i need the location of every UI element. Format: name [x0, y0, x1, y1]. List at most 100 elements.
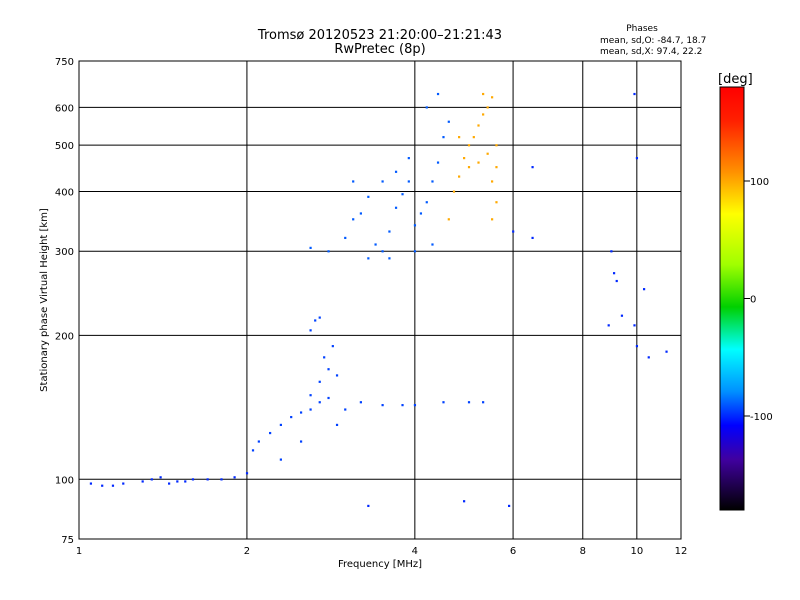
data-point: [220, 478, 223, 481]
data-point: [482, 92, 485, 96]
y-axis-label: Stationary phase Virtual Height [km]: [39, 208, 50, 392]
data-point: [642, 288, 646, 291]
data-point: [394, 206, 398, 209]
data-point: [419, 212, 423, 215]
y-axis-ticks: 75 100 200 300 400 500 600 750: [55, 57, 74, 546]
data-point: [442, 136, 445, 139]
data-point: [436, 92, 440, 96]
data-point: [388, 257, 391, 260]
phases-heading: Phases: [626, 24, 658, 34]
x-axis-label: Frequency [MHz]: [338, 559, 422, 570]
data-point: [490, 180, 494, 183]
data-point: [607, 324, 610, 327]
data-point: [318, 380, 321, 383]
data-point: [381, 250, 384, 253]
data-point: [159, 476, 162, 479]
data-point: [431, 243, 434, 246]
data-point: [299, 411, 303, 414]
data-point: [352, 180, 355, 183]
series-group: [367, 92, 668, 508]
x-tick-label: 2: [244, 546, 250, 557]
data-point: [467, 166, 471, 169]
data-point: [191, 478, 195, 481]
data-point: [327, 396, 330, 400]
data-point: [482, 113, 485, 116]
data-point: [388, 230, 391, 233]
data-point: [463, 500, 466, 503]
data-point: [257, 440, 260, 443]
data-point: [331, 345, 334, 348]
y-tick-label: 750: [55, 57, 74, 68]
phases-x-stats: mean, sd,X: 97.4, 22.2: [600, 47, 702, 57]
y-tick-label: 600: [55, 103, 74, 114]
data-point: [168, 482, 171, 485]
data-point: [635, 157, 639, 160]
series-group: [309, 92, 450, 260]
data-point: [490, 96, 494, 99]
chart-subtitle: RwPretec (8p): [334, 42, 425, 57]
data-point: [111, 484, 115, 487]
data-point: [413, 404, 417, 407]
data-point: [425, 201, 428, 204]
data-point: [633, 324, 636, 327]
data-point: [401, 404, 404, 407]
series-group: [89, 472, 249, 487]
x-tick-label: 6: [510, 546, 516, 557]
data-point: [314, 319, 317, 322]
data-point: [407, 157, 410, 160]
data-point: [318, 316, 321, 319]
x-axis-ticks: 1 2 4 6 8 10 12: [76, 546, 688, 557]
data-point: [407, 180, 410, 183]
data-point: [458, 136, 461, 139]
data-point: [150, 478, 153, 481]
data-point: [233, 476, 236, 479]
data-points: [89, 92, 668, 508]
y-tick-label: 100: [55, 475, 74, 486]
data-point: [401, 193, 404, 196]
data-point: [367, 195, 370, 198]
data-point: [531, 166, 534, 169]
data-point: [335, 374, 339, 377]
data-point: [269, 431, 272, 435]
colorbar-tick-label: -100: [750, 412, 773, 423]
data-point: [359, 212, 362, 215]
grid-lines: [79, 61, 681, 539]
data-point: [467, 144, 471, 147]
data-point: [335, 423, 339, 427]
data-point: [495, 144, 498, 147]
data-point: [447, 120, 450, 123]
data-point: [413, 224, 417, 227]
data-point: [359, 401, 362, 404]
data-point: [344, 408, 347, 411]
x-tick-label: 10: [630, 546, 643, 557]
data-point: [615, 279, 618, 283]
data-point: [436, 161, 440, 164]
data-point: [477, 161, 480, 164]
data-point: [206, 478, 209, 481]
series-group: [251, 316, 485, 461]
data-point: [425, 106, 428, 109]
data-point: [245, 472, 249, 475]
data-point: [101, 484, 104, 487]
data-point: [309, 329, 312, 332]
data-point: [610, 250, 613, 253]
data-point: [477, 124, 480, 127]
x-tick-label: 1: [76, 546, 82, 557]
plot-frame: [78, 60, 682, 540]
data-point: [374, 243, 377, 246]
data-point: [290, 415, 293, 419]
data-point: [463, 157, 466, 160]
data-point: [531, 236, 534, 240]
data-point: [633, 92, 636, 96]
x-tick-label: 12: [675, 546, 688, 557]
data-point: [413, 250, 417, 253]
colorbar: [719, 86, 745, 511]
colorbar-tick-label: 100: [750, 177, 769, 188]
data-point: [665, 350, 668, 353]
x-tick-label: 8: [580, 546, 586, 557]
data-point: [367, 257, 370, 260]
data-point: [467, 401, 471, 404]
x-tick-label: 4: [412, 546, 418, 557]
data-point: [122, 482, 125, 485]
